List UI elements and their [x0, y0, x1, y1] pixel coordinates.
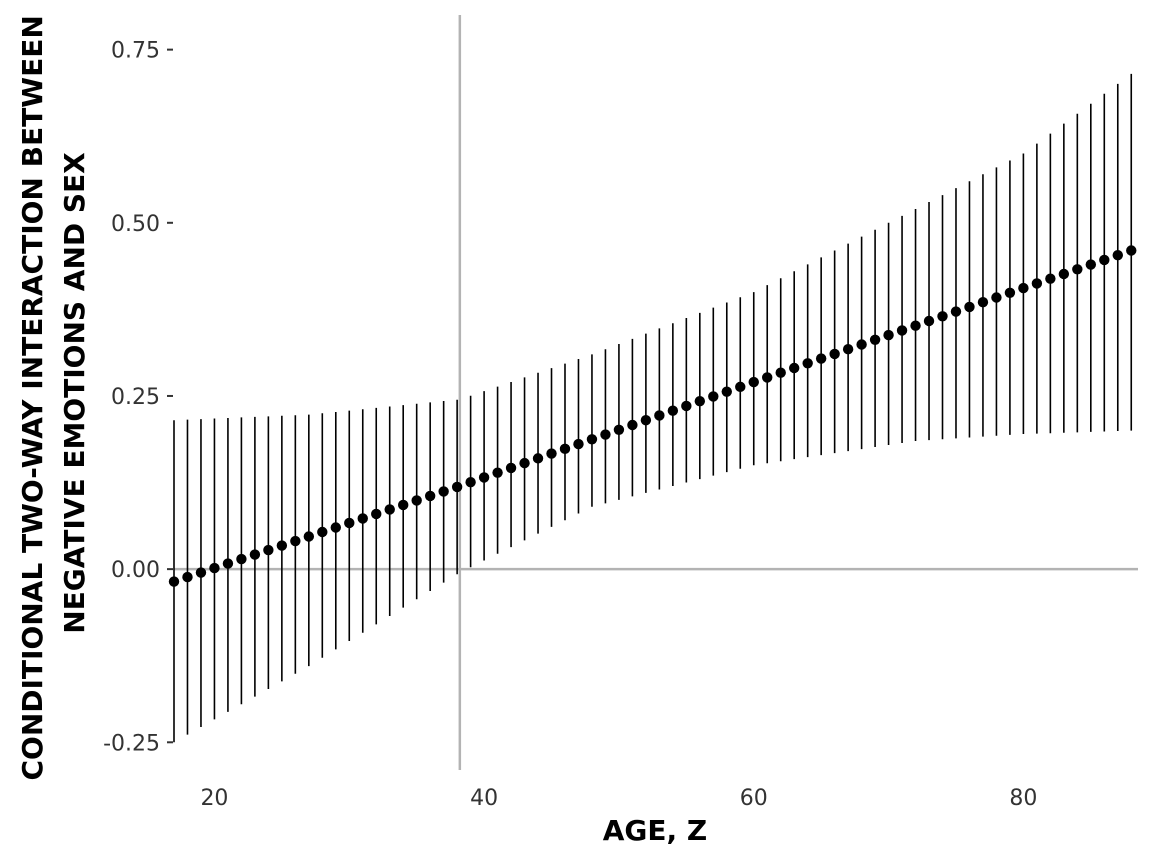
- estimate-point: [573, 438, 584, 450]
- estimate-point: [762, 372, 773, 383]
- estimate-point: [964, 301, 975, 313]
- estimate-point: [168, 576, 180, 587]
- x-tick-label: 80: [1009, 786, 1037, 811]
- estimate-point: [1018, 282, 1029, 294]
- x-tick-label: 40: [470, 786, 498, 811]
- estimate-point: [802, 358, 813, 369]
- y-tick-label: 0.00: [111, 558, 160, 583]
- estimate-point: [438, 486, 449, 497]
- estimate-point: [424, 490, 436, 502]
- estimate-point: [842, 344, 854, 355]
- x-axis: 20 40 60 80: [200, 786, 1037, 811]
- estimate-point: [559, 443, 571, 455]
- estimate-point: [357, 513, 368, 524]
- estimate-point: [1126, 245, 1137, 256]
- estimate-points: [168, 245, 1137, 587]
- estimate-point: [681, 400, 692, 412]
- estimate-point: [1099, 254, 1110, 266]
- estimate-point: [667, 405, 679, 416]
- y-axis-title-line-2: NEGATIVE EMOTIONS AND SEX: [58, 152, 91, 634]
- estimate-point: [883, 329, 894, 341]
- error-bars: [173, 73, 1133, 743]
- estimate-point: [330, 522, 341, 533]
- estimate-point: [505, 462, 517, 474]
- estimate-point: [869, 334, 881, 346]
- estimate-point: [627, 419, 638, 431]
- estimate-point: [209, 562, 220, 574]
- estimate-point: [1045, 273, 1056, 284]
- estimate-point: [829, 348, 840, 360]
- estimate-point: [748, 376, 759, 388]
- estimate-point: [371, 508, 382, 520]
- estimate-point: [290, 535, 301, 547]
- y-tick-label: -0.25: [103, 731, 160, 756]
- estimate-point: [411, 495, 422, 506]
- estimate-point: [546, 448, 557, 459]
- estimate-point: [815, 353, 827, 364]
- estimate-point: [398, 499, 409, 511]
- estimate-point: [317, 526, 328, 538]
- estimate-point: [236, 553, 247, 565]
- estimate-point: [195, 567, 207, 578]
- x-axis-title: AGE, Z: [603, 814, 707, 847]
- estimate-point: [856, 339, 867, 350]
- estimate-point: [263, 544, 274, 556]
- reference-lines: [174, 15, 1138, 770]
- x-tick-label: 20: [200, 786, 228, 811]
- estimate-point: [586, 434, 598, 445]
- y-axis: -0.25 0.00 0.25 0.50 0.75: [103, 39, 173, 756]
- y-tick-label: 0.75: [111, 39, 160, 64]
- estimate-point: [451, 481, 463, 493]
- estimate-point: [950, 306, 962, 317]
- estimate-point: [519, 457, 530, 469]
- estimate-point: [708, 391, 719, 402]
- estimate-point: [344, 517, 355, 529]
- y-tick-label: 0.50: [111, 212, 160, 237]
- estimate-point: [303, 531, 315, 542]
- y-axis-title: CONDITIONAL TWO-WAY INTERACTION BETWEEN …: [16, 5, 91, 780]
- estimate-point: [384, 504, 395, 515]
- estimate-point: [1058, 268, 1070, 280]
- estimate-point: [1072, 264, 1083, 275]
- estimate-point: [249, 549, 261, 560]
- y-tick-label: 0.25: [111, 385, 160, 410]
- estimate-point: [721, 386, 732, 397]
- estimate-point: [735, 381, 746, 393]
- estimate-point: [977, 297, 989, 308]
- x-tick-label: 60: [740, 786, 768, 811]
- estimate-point: [182, 571, 193, 583]
- estimate-point: [937, 311, 948, 322]
- estimate-point: [532, 453, 544, 464]
- estimate-point: [775, 367, 786, 378]
- estimate-point: [1085, 259, 1097, 270]
- estimate-point: [654, 410, 665, 421]
- estimate-point: [910, 320, 921, 331]
- estimate-point: [222, 558, 234, 569]
- estimate-point: [276, 540, 288, 551]
- estimate-point: [1112, 250, 1123, 261]
- estimate-point: [923, 315, 935, 327]
- estimate-point: [694, 395, 706, 407]
- estimate-point: [1004, 287, 1016, 299]
- estimate-point: [600, 429, 611, 440]
- estimate-point: [478, 472, 490, 483]
- estimate-point: [492, 467, 503, 478]
- estimate-point: [991, 292, 1002, 303]
- y-axis-title-line-1: CONDITIONAL TWO-WAY INTERACTION BETWEEN: [16, 15, 49, 780]
- estimate-point: [640, 415, 652, 426]
- estimate-point: [1031, 278, 1043, 289]
- estimate-point: [465, 476, 476, 488]
- estimate-point: [613, 424, 625, 435]
- estimate-point: [896, 325, 908, 336]
- estimate-point: [788, 362, 800, 374]
